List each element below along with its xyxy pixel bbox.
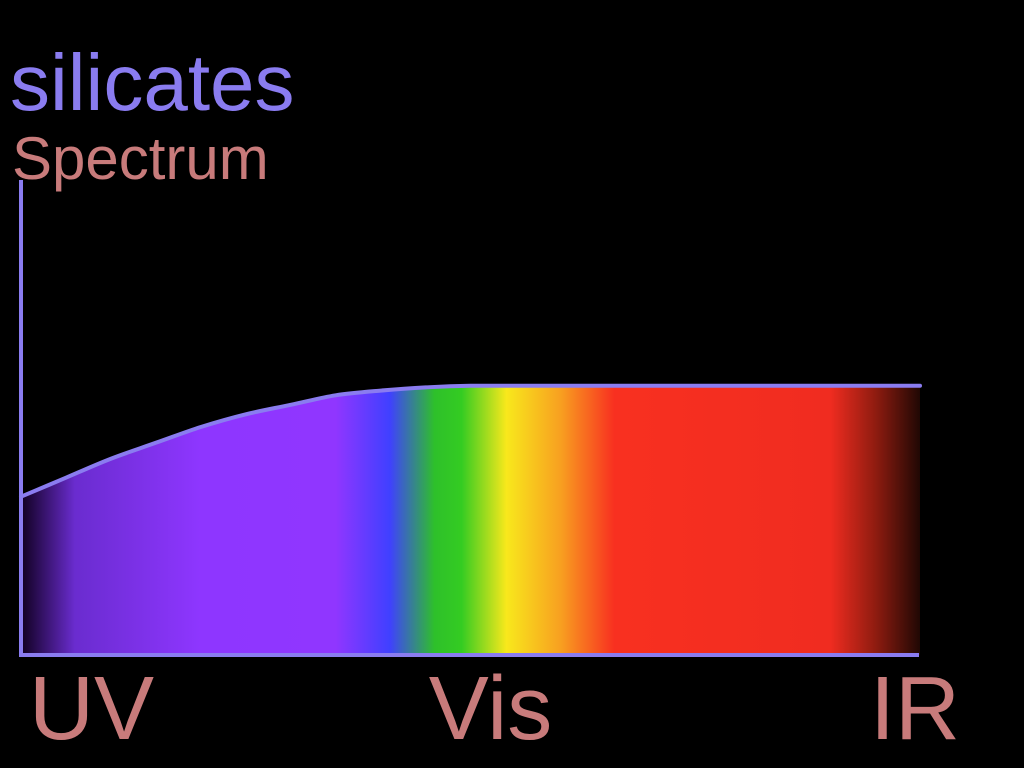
x-tick-label-ir: IR	[870, 659, 960, 759]
x-tick-label-uv: UV	[29, 659, 154, 759]
chart-title: silicates	[10, 38, 295, 127]
x-tick-label-vis: Vis	[429, 659, 552, 759]
spectrum-curve-line	[19, 383, 922, 499]
x-tick-labels: UV Vis IR	[29, 659, 960, 759]
spectrum-area	[21, 385, 920, 655]
chart-subtitle: Spectrum	[12, 125, 269, 192]
